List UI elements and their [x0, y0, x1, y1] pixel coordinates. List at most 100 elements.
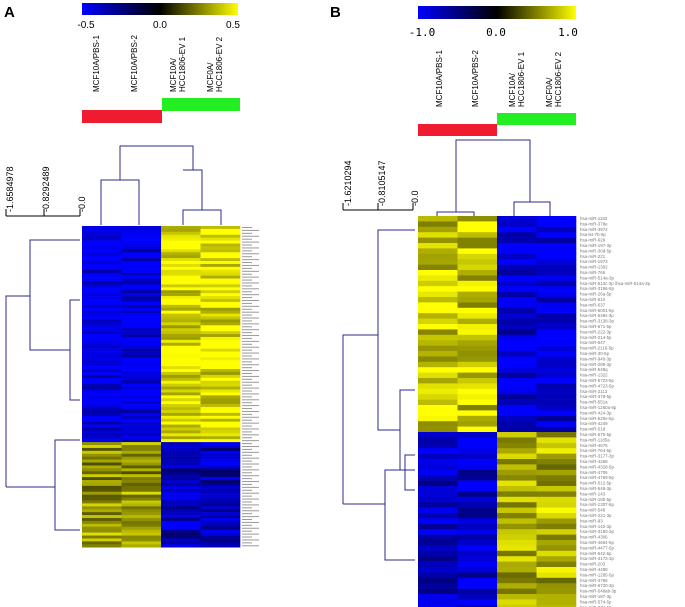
panel-b-heatmap-cell — [457, 399, 498, 406]
panel-a-heatmap-cell — [200, 509, 241, 513]
panel-b-heatmap-cell — [497, 469, 537, 476]
panel-a-row-label-mark — [242, 542, 252, 544]
panel-a-row-label-mark — [242, 270, 259, 272]
panel-b-heatmap-cell — [536, 270, 577, 276]
panel-a-heatmap-cell — [161, 401, 201, 405]
panel-b-heatmap-cell — [457, 502, 498, 508]
panel-a-heatmap-cell — [121, 281, 162, 285]
panel-a-heatmap-cell — [200, 243, 241, 247]
panel-a-heatmap-cell — [82, 480, 122, 484]
svg-text:MCF0A/: MCF0A/ — [545, 77, 554, 107]
panel-b-heatmap-cell — [457, 329, 498, 336]
panel-a-row-label-mark — [242, 399, 259, 401]
panel-b-heatmap-cell — [536, 529, 577, 535]
panel-a-heatmap-cell — [200, 389, 241, 393]
panel-a-heatmap-cell — [161, 249, 201, 253]
panel-b-column-label-ev2: MCF0A/ HCC1806-EV 2 — [545, 51, 563, 107]
panel-a-heatmap-cell — [161, 430, 201, 434]
panel-a-heatmap-cell — [200, 328, 241, 332]
panel-a-heatmap-cell — [82, 231, 122, 236]
panel-a-heatmap-cell — [161, 296, 201, 300]
panel-a-heatmap-cell — [200, 319, 241, 323]
panel-a-heatmap-cell — [121, 243, 162, 247]
panel-b-row-label: hsa-miR-4328-5p — [580, 464, 614, 469]
panel-a-heatmap-cell — [161, 360, 201, 364]
panel-a-heatmap-cell — [161, 442, 201, 446]
panel-a-row-label-mark — [242, 454, 252, 456]
panel-a-heatmap-cell — [121, 354, 162, 358]
panel-a-heatmap-cell — [161, 453, 201, 457]
panel-a-heatmap-cell — [121, 351, 162, 355]
panel-a-row-label-mark — [242, 402, 252, 404]
panel-a-heatmap-cell — [121, 299, 162, 303]
panel-b-heatmap-cell — [457, 324, 498, 330]
panel-b-row-label: hsa-miR-542-5p — [580, 551, 612, 556]
panel-a-row-label-mark — [242, 343, 252, 345]
panel-b-heatmap-cell — [497, 388, 537, 395]
panel-a-heatmap-cell — [82, 351, 122, 355]
panel-b-heatmap-cell — [536, 372, 577, 379]
panel-a-row-label-mark — [242, 533, 259, 535]
panel-a-heatmap-cell — [121, 336, 162, 341]
panel-a-heatmap-cell — [161, 471, 201, 475]
panel-a-heatmap-cell — [200, 339, 241, 344]
panel-a-row-label-mark — [242, 375, 259, 377]
panel-b-heatmap-cell — [536, 604, 577, 607]
svg-text:HCC1806-EV 2: HCC1806-EV 2 — [215, 36, 224, 92]
panel-b-heatmap-cell — [536, 518, 577, 525]
panel-a-heatmap-cell — [161, 304, 201, 309]
panel-b-heatmap-cell — [418, 340, 458, 346]
panel-b-heatmap-cell — [418, 502, 458, 508]
panel-b-heatmap-cell — [418, 405, 458, 411]
panel-b-heatmap-cell — [457, 513, 498, 519]
svg-text:HCC1806-EV 1: HCC1806-EV 1 — [517, 51, 526, 107]
panel-a-heatmap-cell — [121, 319, 162, 323]
panel-b-heatmap-cell — [418, 378, 458, 384]
panel-b-heatmap-cell — [457, 475, 498, 481]
panel-b-row-label: hsa-miR-3190-3p — [580, 529, 614, 534]
panel-b-heatmap-cell — [497, 253, 537, 260]
panel-a-heatmap-cell — [200, 421, 241, 425]
panel-b-heatmap-cell — [497, 599, 537, 606]
svg-text:HCC1806-EV 1: HCC1806-EV 1 — [178, 36, 187, 92]
panel-b-heatmap-cell — [418, 513, 458, 519]
panel-b-heatmap-cell — [457, 302, 498, 309]
panel-b-heatmap-cell — [457, 286, 498, 292]
panel-a-row-dendrogram — [5, 239, 80, 531]
panel-b-heatmap-cell — [536, 221, 577, 228]
panel-a-row-label-mark — [242, 384, 252, 386]
panel-a-heatmap-cell — [161, 500, 201, 504]
panel-a-heatmap-cell — [82, 278, 122, 282]
panel-b-heatmap-cell — [457, 291, 498, 298]
panel-a-heatmap-cell — [161, 261, 201, 265]
panel-a-heatmap-cell — [161, 398, 201, 402]
panel-a-heatmap-cell — [200, 290, 241, 294]
panel-a-heatmap-cell — [161, 369, 201, 373]
panel-a-heatmap-cell — [82, 538, 122, 542]
panel-a-heatmap-cell — [121, 377, 162, 382]
panel-a-heatmap-cell — [200, 281, 241, 285]
panel-a-heatmap-cell — [121, 345, 162, 349]
panel-a-row-label-mark — [242, 510, 259, 512]
panel-b-heatmap-cell — [418, 491, 458, 498]
panel-a-heatmap-cell — [121, 228, 162, 233]
panel-b-column-dendrogram — [436, 139, 551, 216]
panel-b-heatmap-cell — [457, 388, 498, 395]
panel-a-heatmap-cell — [121, 226, 162, 230]
panel-a-row-label-mark — [242, 259, 259, 261]
panel-a-heatmap-cell — [82, 518, 122, 522]
panel-a-heatmap-cell — [161, 503, 201, 507]
panel-b-heatmap-cell — [457, 372, 498, 379]
panel-a-heatmap-cell — [82, 462, 122, 466]
panel-b-heatmap-cell — [457, 226, 498, 233]
panel-a-heatmap-cell — [82, 325, 122, 329]
panel-a-row-label-mark — [242, 457, 259, 459]
panel-a-heatmap-cell — [82, 447, 122, 452]
panel-b-row-label: hsa-miR-637 — [580, 302, 606, 307]
panel-a-heatmap — [82, 226, 241, 548]
panel-b-row-label: hsa-miR-197-3p — [580, 243, 612, 248]
panel-b-heatmap-cell — [536, 297, 577, 303]
panel-b-heatmap-cell — [497, 426, 537, 433]
panel-a-heatmap-cell — [82, 255, 122, 259]
panel-b-heatmap-cell — [418, 448, 458, 454]
